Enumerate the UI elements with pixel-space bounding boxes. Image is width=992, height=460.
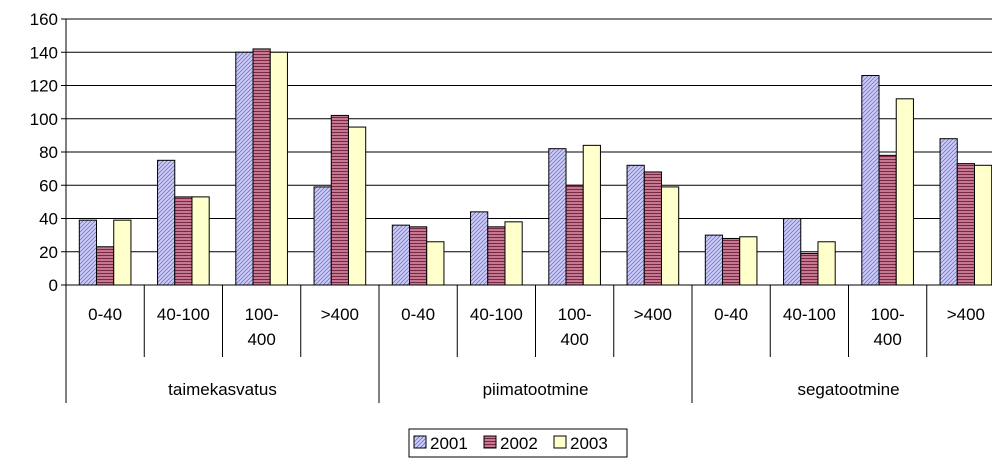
bar-2001-4 — [313, 186, 332, 286]
group-label: piimatootmine — [483, 380, 589, 399]
y-tick-label: 40 — [39, 210, 58, 229]
y-tick-label: 80 — [39, 143, 58, 162]
bar-2001-9 — [704, 234, 724, 286]
bar-2001-12 — [939, 138, 958, 286]
bar-2002-9 — [722, 237, 741, 286]
y-tick-label: 20 — [39, 243, 58, 262]
bar-2002-10 — [800, 252, 819, 286]
bar-2003-10 — [817, 241, 836, 286]
bar-2003-3 — [269, 51, 288, 286]
bar-2001-7 — [548, 148, 567, 286]
bar-2001-2 — [157, 159, 176, 286]
y-tick-label: 60 — [39, 176, 58, 195]
category-label: 100- — [245, 305, 279, 324]
bar-2003-5 — [426, 241, 445, 286]
bar-2001-1 — [78, 219, 98, 286]
bar-2002-5 — [409, 226, 428, 286]
y-axis-ticks: 0 20 40 60 80 100 120 140 160 — [30, 10, 66, 295]
bar-2003-8 — [660, 186, 680, 286]
bars — [78, 48, 992, 286]
bar-2002-8 — [643, 171, 662, 286]
group-label: taimekasvatus — [168, 380, 277, 399]
category-label: 400 — [247, 330, 275, 349]
legend-swatch-2002 — [483, 435, 497, 449]
y-tick-label: 0 — [49, 276, 58, 295]
category-label: 0-40 — [88, 305, 122, 324]
bar-2002-7 — [565, 184, 584, 286]
bar-2003-2 — [191, 196, 210, 286]
bar-2002-1 — [96, 246, 115, 286]
bar-2001-11 — [861, 75, 880, 286]
category-label: >400 — [634, 305, 672, 324]
category-label: 40-100 — [470, 305, 523, 324]
bar-2002-6 — [487, 226, 506, 286]
bar-2003-9 — [739, 236, 758, 286]
y-tick-label: 100 — [30, 110, 58, 129]
category-label: >400 — [947, 305, 985, 324]
category-label: 40-100 — [157, 305, 210, 324]
bar-2001-6 — [470, 211, 489, 286]
y-tick-label: 120 — [30, 77, 58, 96]
bar-2003-11 — [895, 98, 914, 286]
legend-swatch-2001 — [413, 435, 427, 449]
legend-label-2003: 2003 — [570, 434, 608, 453]
category-label: 0-40 — [401, 305, 435, 324]
category-label: 100- — [558, 305, 592, 324]
bar-2002-11 — [878, 154, 897, 286]
bar-2001-3 — [235, 51, 254, 286]
bar-2002-2 — [174, 196, 193, 286]
bar-2003-7 — [582, 144, 601, 286]
y-tick-label: 160 — [30, 10, 58, 29]
bar-2003-6 — [504, 221, 523, 286]
group-label: segatootmine — [797, 380, 899, 399]
category-label: 0-40 — [714, 305, 748, 324]
bar-2003-12 — [973, 164, 992, 286]
category-label: 40-100 — [783, 305, 836, 324]
category-label: 400 — [560, 330, 588, 349]
category-label: 100- — [871, 305, 905, 324]
legend-label-2002: 2002 — [500, 434, 538, 453]
bar-2003-1 — [113, 219, 132, 286]
gridlines — [66, 18, 992, 253]
category-label: >400 — [321, 305, 359, 324]
legend-swatch-2003 — [553, 435, 567, 449]
category-label: 400 — [873, 330, 901, 349]
bar-2002-4 — [330, 114, 349, 286]
bar-2002-12 — [956, 163, 975, 286]
bar-2001-8 — [626, 164, 645, 286]
bar-2003-4 — [347, 126, 367, 286]
bar-2001-5 — [391, 224, 411, 286]
legend-box — [408, 428, 628, 458]
x-axis-categories: 0-40 40-100 100- 400 >400 0-40 40-100 100- 400 >4… — [65, 285, 985, 403]
y-tick-label: 140 — [30, 43, 58, 62]
bar-2002-3 — [252, 48, 271, 286]
bar-2001-10 — [783, 218, 802, 286]
legend: 2001 2002 2003 — [408, 428, 628, 458]
legend-label-2001: 2001 — [430, 434, 468, 453]
